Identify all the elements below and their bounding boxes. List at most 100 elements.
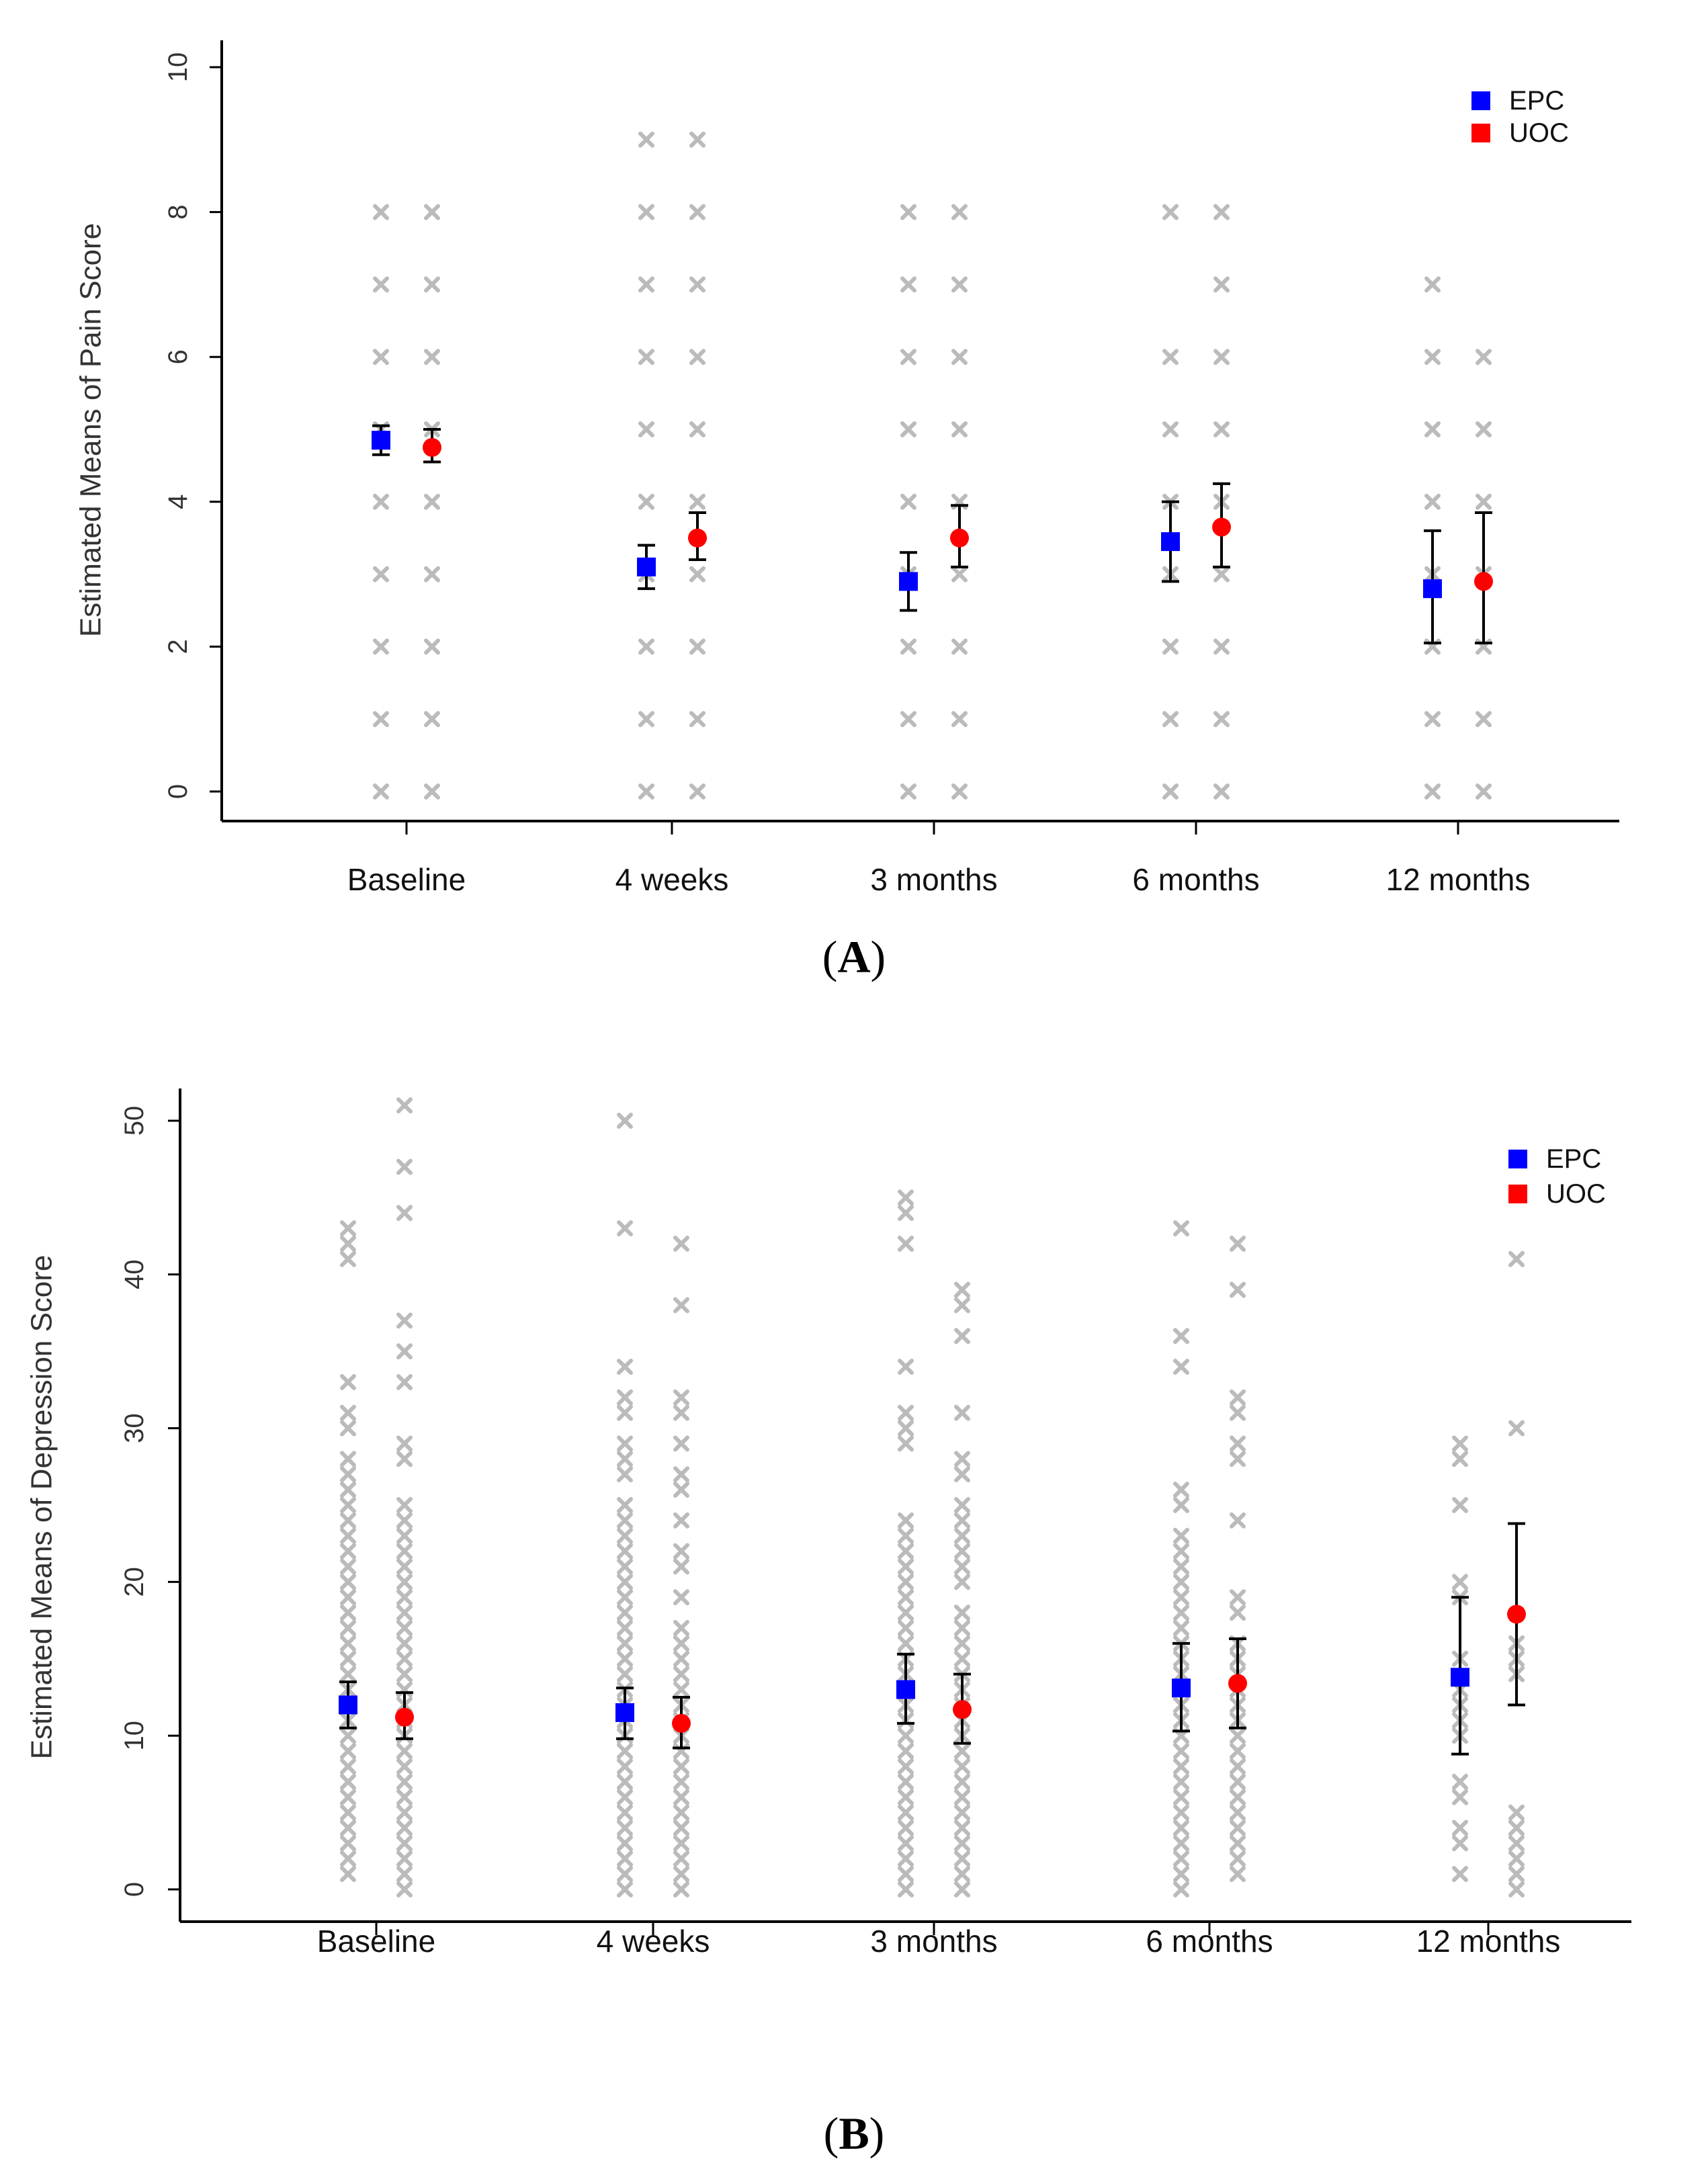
raw-point-uoc [1230,1789,1246,1805]
raw-point-epc [340,1543,356,1559]
raw-point-uoc [951,638,968,655]
raw-point-uoc [954,1635,970,1652]
raw-point-epc [1452,1435,1468,1452]
raw-point-uoc [954,1866,970,1883]
legend-swatch-uoc [1471,124,1490,142]
mean-marker-epc [896,1680,915,1699]
raw-point-uoc [954,1497,970,1513]
raw-point-epc [617,1113,633,1129]
raw-point-uoc [1508,1420,1525,1437]
raw-point-uoc [673,1558,689,1575]
raw-point-uoc [1213,421,1230,437]
raw-point-epc [898,1881,914,1897]
raw-point-epc [617,1820,633,1836]
raw-point-uoc [396,1820,413,1836]
raw-point-uoc [396,1312,413,1329]
raw-point-uoc [673,1635,689,1652]
raw-point-epc [1452,1451,1468,1467]
mean-marker-epc [1423,579,1442,599]
raw-point-epc [898,1435,914,1452]
raw-point-epc [1452,1820,1468,1836]
raw-point-uoc [673,1835,689,1852]
raw-point-uoc [673,1543,689,1559]
raw-point-epc [373,711,389,728]
raw-point-epc [1424,493,1441,510]
raw-point-epc [1162,638,1179,655]
raw-point-epc [898,1404,914,1421]
raw-point-epc [617,1866,633,1883]
raw-point-epc [617,1605,633,1621]
raw-point-uoc [673,1512,689,1529]
raw-point-uoc [396,1435,413,1452]
panel-b-caption: (B) [824,2108,885,2159]
mean-marker-uoc [1228,1674,1247,1693]
mean-marker-uoc [950,528,969,548]
raw-point-uoc [396,1605,413,1621]
raw-point-uoc [396,1451,413,1467]
raw-point-epc [900,276,916,293]
mean-marker-uoc [953,1700,972,1719]
raw-point-uoc [1213,276,1230,293]
legend-swatch-epc [1508,1150,1527,1168]
raw-point-epc [898,1835,914,1852]
raw-point-uoc [424,783,440,800]
raw-point-epc [1173,1558,1189,1575]
raw-point-epc [898,1620,914,1637]
raw-point-uoc [396,1589,413,1606]
raw-point-uoc [424,711,440,728]
raw-point-epc [898,1773,914,1790]
raw-point-epc [898,1359,914,1375]
raw-point-uoc [673,1881,689,1897]
raw-point-epc [898,1589,914,1606]
raw-point-uoc [1230,1727,1246,1744]
raw-point-epc [340,1466,356,1483]
mean-marker-uoc [688,528,707,548]
x-tick-label: Baseline [317,1924,435,1959]
legend-label-epc: EPC [1509,86,1564,116]
raw-point-epc [1173,1605,1189,1621]
raw-point-epc [898,1605,914,1621]
raw-point-epc [638,711,654,728]
raw-point-uoc [954,1558,970,1575]
raw-point-epc [900,204,916,220]
y-axis-label: Estimated Means of Depression Score [26,1255,58,1760]
panel-a-caption: (A) [822,931,886,982]
raw-point-epc [900,783,916,800]
raw-point-epc [1173,1482,1189,1498]
raw-point-uoc [1230,1743,1246,1760]
raw-point-uoc [1508,1850,1525,1867]
legend-label-uoc: UOC [1546,1179,1606,1209]
raw-point-epc [1162,783,1179,800]
raw-point-uoc [1508,1250,1525,1267]
raw-point-uoc [954,1789,970,1805]
y-tick-label: 0 [120,1882,149,1897]
raw-point-uoc [673,1773,689,1790]
raw-point-epc [617,1466,633,1483]
raw-point-epc [898,1820,914,1836]
y-tick-label: 8 [163,204,193,219]
y-tick-label: 40 [120,1260,149,1290]
mean-marker-epc [899,572,918,591]
raw-point-uoc [954,1281,970,1298]
raw-point-epc [340,1666,356,1682]
raw-point-epc [898,1574,914,1590]
raw-point-uoc [673,1650,689,1667]
mean-marker-uoc [395,1707,414,1727]
x-tick-label: 6 months [1146,1924,1273,1959]
raw-point-uoc [689,711,706,728]
raw-point-epc [1173,1743,1189,1760]
raw-point-epc [1452,1866,1468,1883]
raw-point-epc [340,1820,356,1836]
raw-point-epc [373,349,389,366]
raw-point-uoc [396,1205,413,1222]
x-tick-label: 3 months [870,1924,997,1959]
raw-point-uoc [396,1650,413,1667]
raw-point-uoc [1230,1820,1246,1836]
raw-point-epc [638,638,654,655]
raw-point-uoc [396,1635,413,1652]
raw-point-epc [340,1574,356,1590]
raw-point-uoc [1230,1589,1246,1606]
mean-marker-uoc [1212,517,1231,537]
raw-point-uoc [1213,204,1230,220]
